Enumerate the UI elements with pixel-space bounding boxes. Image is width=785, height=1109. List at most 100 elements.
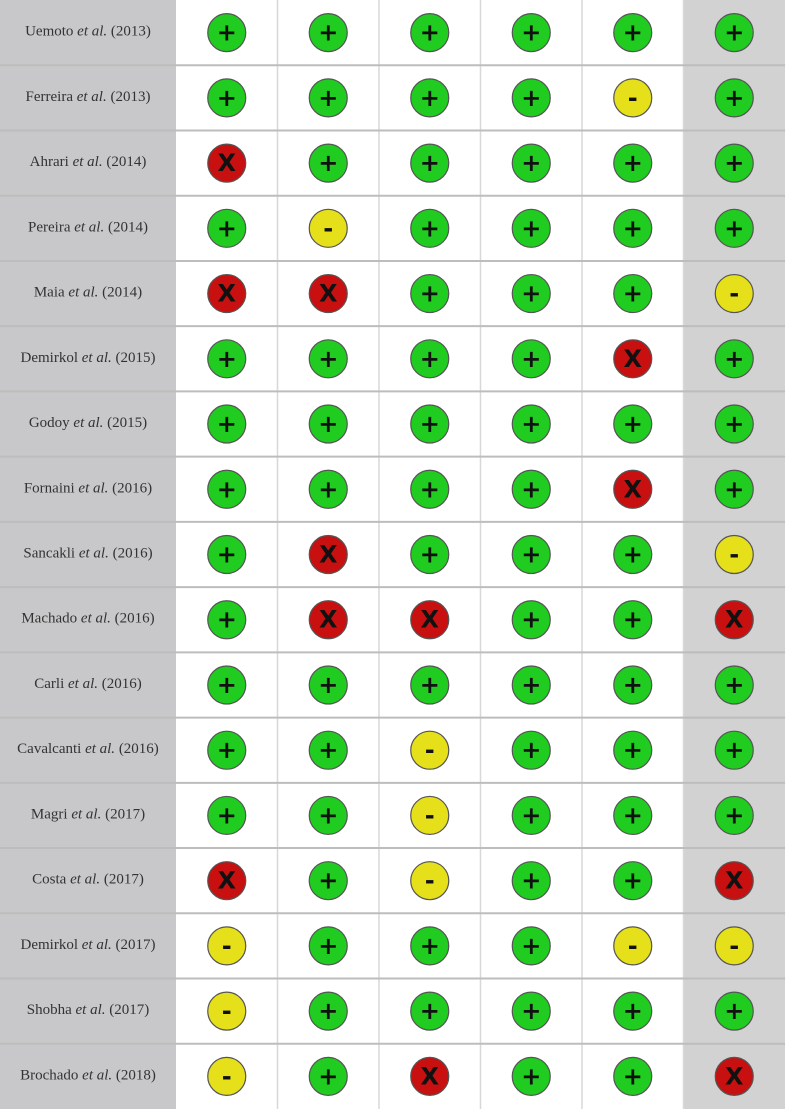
judgement-circle xyxy=(714,665,754,705)
judgement-circle xyxy=(714,795,754,836)
judgement-circle xyxy=(511,991,551,1031)
judgement-circle xyxy=(714,13,754,53)
judgement-circle xyxy=(410,339,450,379)
judgement-circle xyxy=(410,1056,450,1096)
judgement-symbol: + xyxy=(623,541,643,569)
judgement-circle xyxy=(613,600,653,640)
judgement-circle xyxy=(613,534,653,575)
judgement-circle xyxy=(613,143,653,183)
judgement-symbol: - xyxy=(628,84,638,112)
judgement-circle xyxy=(714,534,754,575)
et-al: et al. xyxy=(81,611,111,627)
judgement-circle xyxy=(714,469,754,509)
study-name: Shobha et al. (2017) xyxy=(27,1003,150,1019)
et-al: et al. xyxy=(82,1068,112,1084)
judgement-symbol: + xyxy=(420,19,440,47)
judgement-symbol: + xyxy=(318,801,338,829)
judgement-symbol: + xyxy=(724,475,744,503)
et-al: et al. xyxy=(77,24,107,40)
judgement-symbol: + xyxy=(724,84,744,112)
judgement-circle xyxy=(308,469,348,509)
et-al: et al. xyxy=(82,937,112,953)
judgement-circle xyxy=(613,926,653,966)
judgement-symbol: + xyxy=(420,84,440,112)
judgement-symbol: + xyxy=(623,149,643,177)
judgement-circle xyxy=(613,861,653,901)
judgement-symbol: + xyxy=(724,149,744,177)
year: (2017) xyxy=(105,807,145,823)
judgement-symbol: + xyxy=(724,801,744,829)
judgement-circle xyxy=(308,404,348,444)
judgement-symbol: - xyxy=(323,214,333,242)
judgement-symbol: X xyxy=(319,541,338,569)
year: (2014) xyxy=(108,220,148,236)
judgement-circle xyxy=(207,730,247,770)
judgement-symbol: + xyxy=(217,736,237,764)
judgement-circle xyxy=(410,143,450,183)
judgement-symbol: + xyxy=(623,1062,643,1090)
author: Ferreira xyxy=(26,89,74,105)
judgement-symbol: + xyxy=(420,410,440,438)
judgement-circle xyxy=(714,78,754,118)
judgement-symbol: + xyxy=(318,345,338,373)
judgement-symbol: + xyxy=(521,214,541,242)
judgement-symbol: + xyxy=(623,606,643,634)
study-name: Machado et al. (2016) xyxy=(21,611,154,627)
et-al: et al. xyxy=(82,350,112,366)
judgement-circle xyxy=(308,991,348,1031)
judgement-circle xyxy=(207,208,247,248)
judgement-symbol: - xyxy=(729,932,739,960)
et-al: et al. xyxy=(68,676,98,692)
judgement-symbol: - xyxy=(222,932,232,960)
judgement-circle xyxy=(308,13,348,53)
judgement-circle xyxy=(308,600,348,640)
judgement-circle xyxy=(410,534,450,575)
judgement-circle xyxy=(207,404,247,444)
label-column-bg xyxy=(0,0,176,1109)
author: Sancakli xyxy=(23,546,75,562)
judgement-symbol: + xyxy=(318,475,338,503)
judgement-circle xyxy=(613,78,653,118)
judgement-symbol: + xyxy=(623,280,643,308)
judgement-circle xyxy=(410,795,450,836)
author: Godoy xyxy=(29,415,70,431)
author: Shobha xyxy=(27,1003,72,1019)
judgement-circle xyxy=(511,1056,551,1096)
judgement-circle xyxy=(511,13,551,53)
judgement-symbol: + xyxy=(724,736,744,764)
judgement-symbol: - xyxy=(425,736,435,764)
judgement-symbol: X xyxy=(420,606,439,634)
judgement-symbol: + xyxy=(724,19,744,47)
judgement-circle xyxy=(207,273,247,314)
judgement-symbol: + xyxy=(217,214,237,242)
judgement-circle xyxy=(308,339,348,379)
judgement-symbol: X xyxy=(319,606,338,634)
judgement-symbol: + xyxy=(521,671,541,699)
et-al: et al. xyxy=(79,546,109,562)
judgement-circle xyxy=(308,730,348,770)
judgement-symbol: + xyxy=(217,606,237,634)
judgement-circle xyxy=(207,1056,247,1096)
judgement-symbol: + xyxy=(217,84,237,112)
judgement-circle xyxy=(308,861,348,901)
judgement-symbol: + xyxy=(318,1062,338,1090)
study-name: Magri et al. (2017) xyxy=(31,807,145,823)
author: Fornaini xyxy=(24,481,75,497)
judgement-symbol: + xyxy=(521,867,541,895)
judgement-circle xyxy=(714,600,754,640)
judgement-symbol: X xyxy=(319,280,338,308)
judgement-symbol: + xyxy=(521,345,541,373)
study-name: Ferreira et al. (2013) xyxy=(26,89,151,105)
judgement-circle xyxy=(308,665,348,705)
judgement-circle xyxy=(511,665,551,705)
study-name: Costa et al. (2017) xyxy=(32,872,144,888)
year: (2017) xyxy=(109,1003,149,1019)
et-al: et al. xyxy=(71,807,101,823)
judgement-symbol: + xyxy=(623,214,643,242)
judgement-circle xyxy=(207,665,247,705)
judgement-symbol: + xyxy=(521,997,541,1025)
judgement-symbol: + xyxy=(318,997,338,1025)
year: (2018) xyxy=(116,1068,156,1084)
et-al: et al. xyxy=(70,872,100,888)
judgement-symbol: + xyxy=(724,345,744,373)
